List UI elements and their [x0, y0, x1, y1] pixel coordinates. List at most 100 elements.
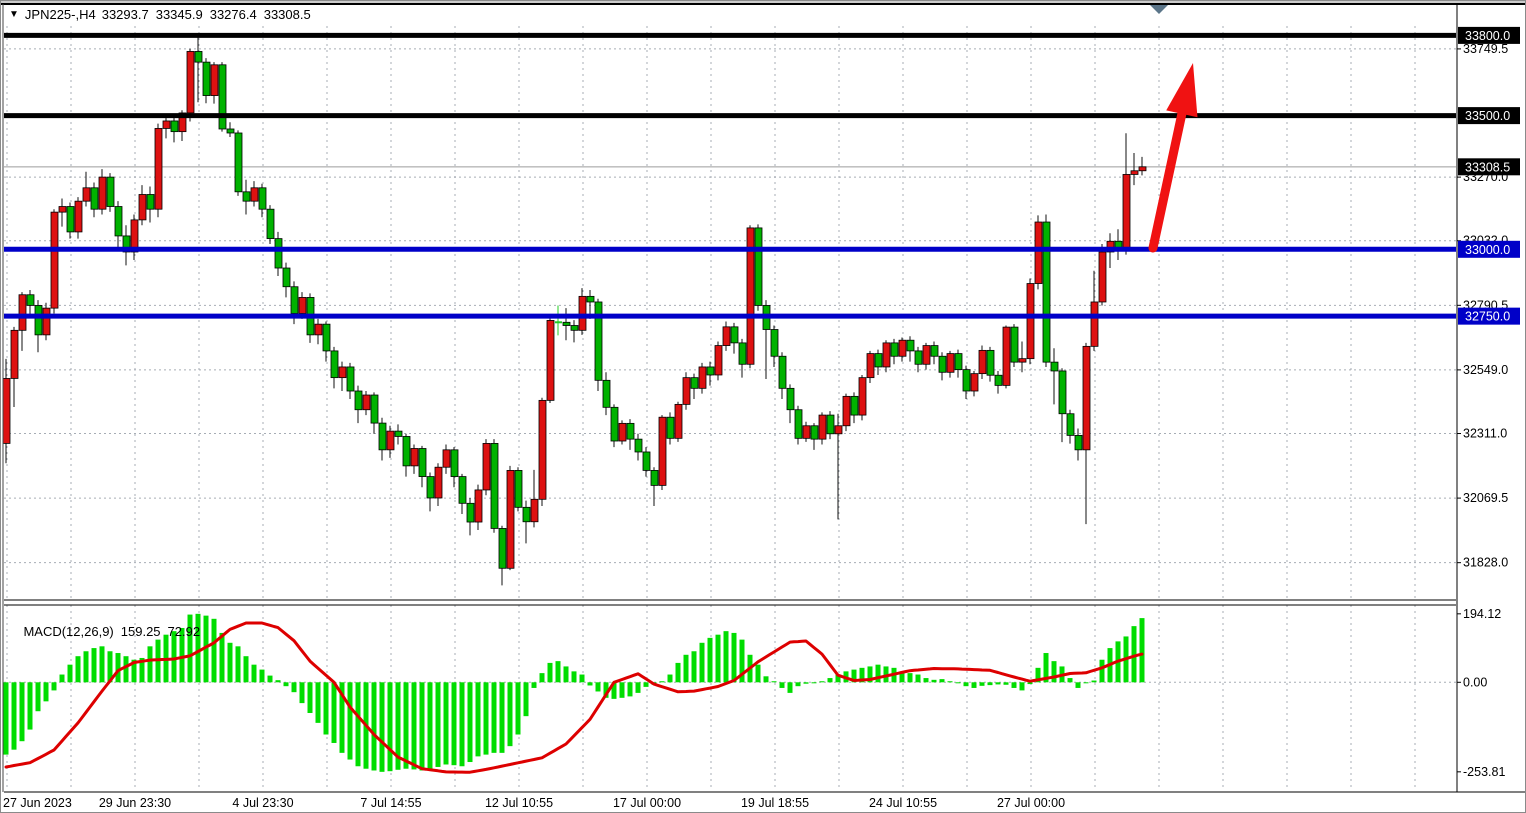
candle-body	[282, 267, 291, 288]
macd-bar	[907, 673, 913, 683]
current-price-badge	[1458, 158, 1520, 176]
macd-bar	[795, 682, 801, 687]
macd-bar	[275, 680, 281, 683]
macd-bar	[763, 676, 769, 683]
macd-bar	[923, 678, 929, 683]
candle-body	[482, 443, 491, 491]
macd-bar	[51, 682, 57, 691]
candle-body	[978, 349, 987, 375]
candle-body	[1018, 358, 1027, 363]
candle-body	[1034, 221, 1043, 284]
candle-body	[1026, 283, 1035, 360]
macd-bar	[755, 664, 761, 683]
price-tick-label: 31828.0	[1463, 556, 1508, 570]
macd-bar	[955, 682, 961, 684]
date-tick-label: 7 Jul 14:55	[360, 796, 421, 810]
macd-bar	[467, 682, 473, 763]
candle-body	[546, 320, 555, 401]
candle-body	[82, 187, 91, 202]
candle-body	[610, 406, 619, 442]
macd-bar	[179, 627, 185, 683]
candle-body	[538, 399, 547, 500]
macd-bar	[603, 682, 609, 698]
macd-bar	[107, 651, 113, 683]
candle-body	[514, 470, 523, 508]
macd-bar	[675, 662, 681, 683]
macd-bar	[1075, 682, 1081, 688]
macd-bar	[691, 651, 697, 683]
macd-bar	[827, 678, 833, 683]
macd-signal-value: 72.92	[167, 624, 201, 639]
price-badge-label: 33800.0	[1465, 29, 1510, 43]
macd-bar	[91, 648, 97, 683]
macd-bar	[35, 682, 41, 712]
candle-body	[530, 498, 539, 523]
candle-body	[98, 176, 107, 210]
candle-body	[362, 394, 371, 411]
price-axis[interactable]: 33749.533270.033032.032790.532549.032311…	[1457, 42, 1508, 779]
macd-bar	[27, 682, 33, 730]
candle-body	[66, 206, 75, 233]
symbol-dropdown-icon[interactable]: ▼	[9, 9, 19, 20]
macd-bar	[971, 682, 977, 688]
candle-body	[210, 64, 219, 96]
candle-body	[458, 476, 467, 504]
price-level-badge	[1458, 107, 1520, 125]
candle-body	[722, 326, 731, 346]
candle-body	[386, 430, 395, 451]
macd-bar	[75, 656, 81, 683]
macd-bar	[659, 681, 665, 683]
macd-bar	[379, 682, 385, 772]
price-tick-label: 33749.5	[1463, 42, 1508, 56]
macd-bar	[19, 682, 25, 742]
macd-bar	[187, 614, 193, 683]
candle-body	[730, 326, 739, 344]
candle-body	[154, 128, 163, 210]
candle-body	[1106, 240, 1115, 253]
candle-body	[666, 416, 675, 439]
macd-bar	[939, 679, 945, 683]
candle-body	[34, 305, 43, 336]
candle-body	[874, 353, 883, 368]
candle-body	[786, 387, 795, 411]
macd-bar	[875, 664, 881, 683]
macd-bar	[251, 664, 257, 683]
candle-body	[450, 449, 459, 477]
candle-body	[626, 422, 635, 440]
macd-bar	[635, 682, 641, 693]
macd-bar	[683, 654, 689, 683]
candle-body	[194, 51, 203, 63]
candle-body	[370, 394, 379, 424]
candle-body	[226, 128, 235, 134]
candle-body	[946, 353, 955, 373]
close-value: 33308.5	[263, 7, 311, 22]
candle-body	[890, 342, 899, 357]
trend-arrow[interactable]	[1148, 63, 1198, 253]
candle-body	[106, 176, 115, 207]
candle-body	[250, 187, 259, 202]
candle-body	[1010, 326, 1019, 363]
candle-body	[658, 416, 667, 486]
macd-bar	[515, 682, 521, 735]
macd-bar	[475, 682, 481, 757]
object-anchor-icon[interactable]	[1150, 5, 1168, 14]
candle-body	[506, 470, 515, 569]
candle-body	[850, 395, 859, 416]
symbol-period-label: JPN225-,H4	[24, 7, 96, 22]
macd-bar	[299, 682, 305, 704]
macd-signal-line	[4, 621, 1144, 774]
macd-bar	[291, 682, 297, 693]
macd-bar	[483, 682, 489, 755]
macd-bar	[627, 682, 633, 697]
macd-bar	[1139, 618, 1145, 683]
candle-body	[914, 350, 923, 365]
candle-body	[698, 366, 707, 389]
macd-bar	[235, 646, 241, 683]
date-axis[interactable]: 27 Jun 2023 29 Jun 23:30 4 Jul 23:30 7 Jul …	[3, 796, 1065, 810]
candle-body	[434, 466, 443, 499]
macd-bar	[531, 682, 537, 688]
candle-body	[834, 425, 843, 435]
horizontal-price-lines[interactable]	[4, 32, 1456, 319]
price-badges: 33800.0 33500.0 33308.5 33000.0 32750.0	[1458, 26, 1520, 325]
